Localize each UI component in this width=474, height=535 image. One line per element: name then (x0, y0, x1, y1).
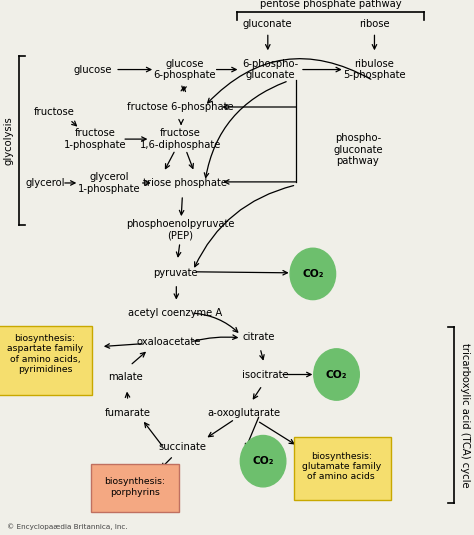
Text: biosynthesis:
porphyrins: biosynthesis: porphyrins (105, 477, 165, 496)
Circle shape (240, 435, 286, 487)
Text: glucose: glucose (73, 65, 112, 74)
Text: a-oxoglutarate: a-oxoglutarate (208, 408, 281, 418)
Text: fructose
1-phosphate: fructose 1-phosphate (64, 128, 126, 150)
Text: glycerol
1-phosphate: glycerol 1-phosphate (78, 172, 140, 194)
Text: gluconate: gluconate (243, 19, 292, 29)
Text: ribose: ribose (359, 19, 390, 29)
Text: glucose
6-phosphate: glucose 6-phosphate (154, 59, 216, 80)
Text: isocitrate: isocitrate (242, 370, 289, 379)
Text: © Encyclopaædia Britannica, Inc.: © Encyclopaædia Britannica, Inc. (7, 523, 128, 530)
Text: fructose 6-phosphate: fructose 6-phosphate (127, 102, 233, 112)
Text: CO₂: CO₂ (302, 269, 324, 279)
Text: glycolysis: glycolysis (3, 116, 14, 165)
Text: triose phosphate: triose phosphate (143, 178, 227, 188)
Text: biosynthesis:
aspartate family
of amino acids,
pyrimidines: biosynthesis: aspartate family of amino … (7, 334, 83, 374)
Text: citrate: citrate (242, 332, 274, 342)
Text: CO₂: CO₂ (252, 456, 274, 466)
Circle shape (290, 248, 336, 300)
Text: acetyl coenzyme A: acetyl coenzyme A (128, 308, 222, 318)
FancyBboxPatch shape (0, 326, 92, 395)
Text: tricarboxylic acid (TCA) cycle: tricarboxylic acid (TCA) cycle (459, 343, 470, 487)
Text: CO₂: CO₂ (326, 370, 347, 379)
Text: pyruvate: pyruvate (153, 268, 198, 278)
Text: succinate: succinate (158, 442, 207, 452)
Text: pentose phosphate pathway: pentose phosphate pathway (260, 0, 401, 9)
Text: 6-phospho-
gluconate: 6-phospho- gluconate (242, 59, 298, 80)
Text: fructose
1,6-diphosphate: fructose 1,6-diphosphate (139, 128, 221, 150)
Text: glycerol: glycerol (25, 178, 65, 188)
FancyBboxPatch shape (91, 464, 179, 512)
Text: ribulose
5-phosphate: ribulose 5-phosphate (343, 59, 406, 80)
Text: fructose: fructose (34, 108, 75, 117)
Text: oxaloacetate: oxaloacetate (136, 338, 201, 347)
Text: fumarate: fumarate (105, 408, 151, 418)
Text: malate: malate (108, 372, 143, 381)
Text: phospho-
gluconate
pathway: phospho- gluconate pathway (333, 133, 383, 166)
Text: phosphoenolpyruvate
(PEP): phosphoenolpyruvate (PEP) (126, 219, 234, 241)
FancyBboxPatch shape (294, 437, 391, 500)
Circle shape (314, 349, 359, 400)
Text: biosynthesis:
glutamate family
of amino acids: biosynthesis: glutamate family of amino … (301, 452, 381, 482)
